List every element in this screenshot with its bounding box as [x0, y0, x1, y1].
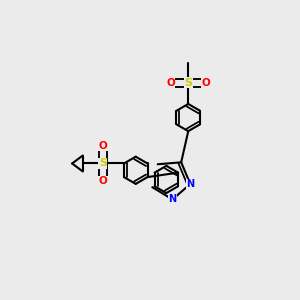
Text: O: O — [98, 141, 107, 151]
Text: O: O — [166, 78, 175, 88]
Text: O: O — [202, 78, 210, 88]
Text: S: S — [184, 78, 192, 88]
Text: N: N — [186, 179, 194, 189]
Text: N: N — [168, 194, 176, 204]
Text: O: O — [98, 176, 107, 186]
Text: S: S — [99, 158, 107, 169]
